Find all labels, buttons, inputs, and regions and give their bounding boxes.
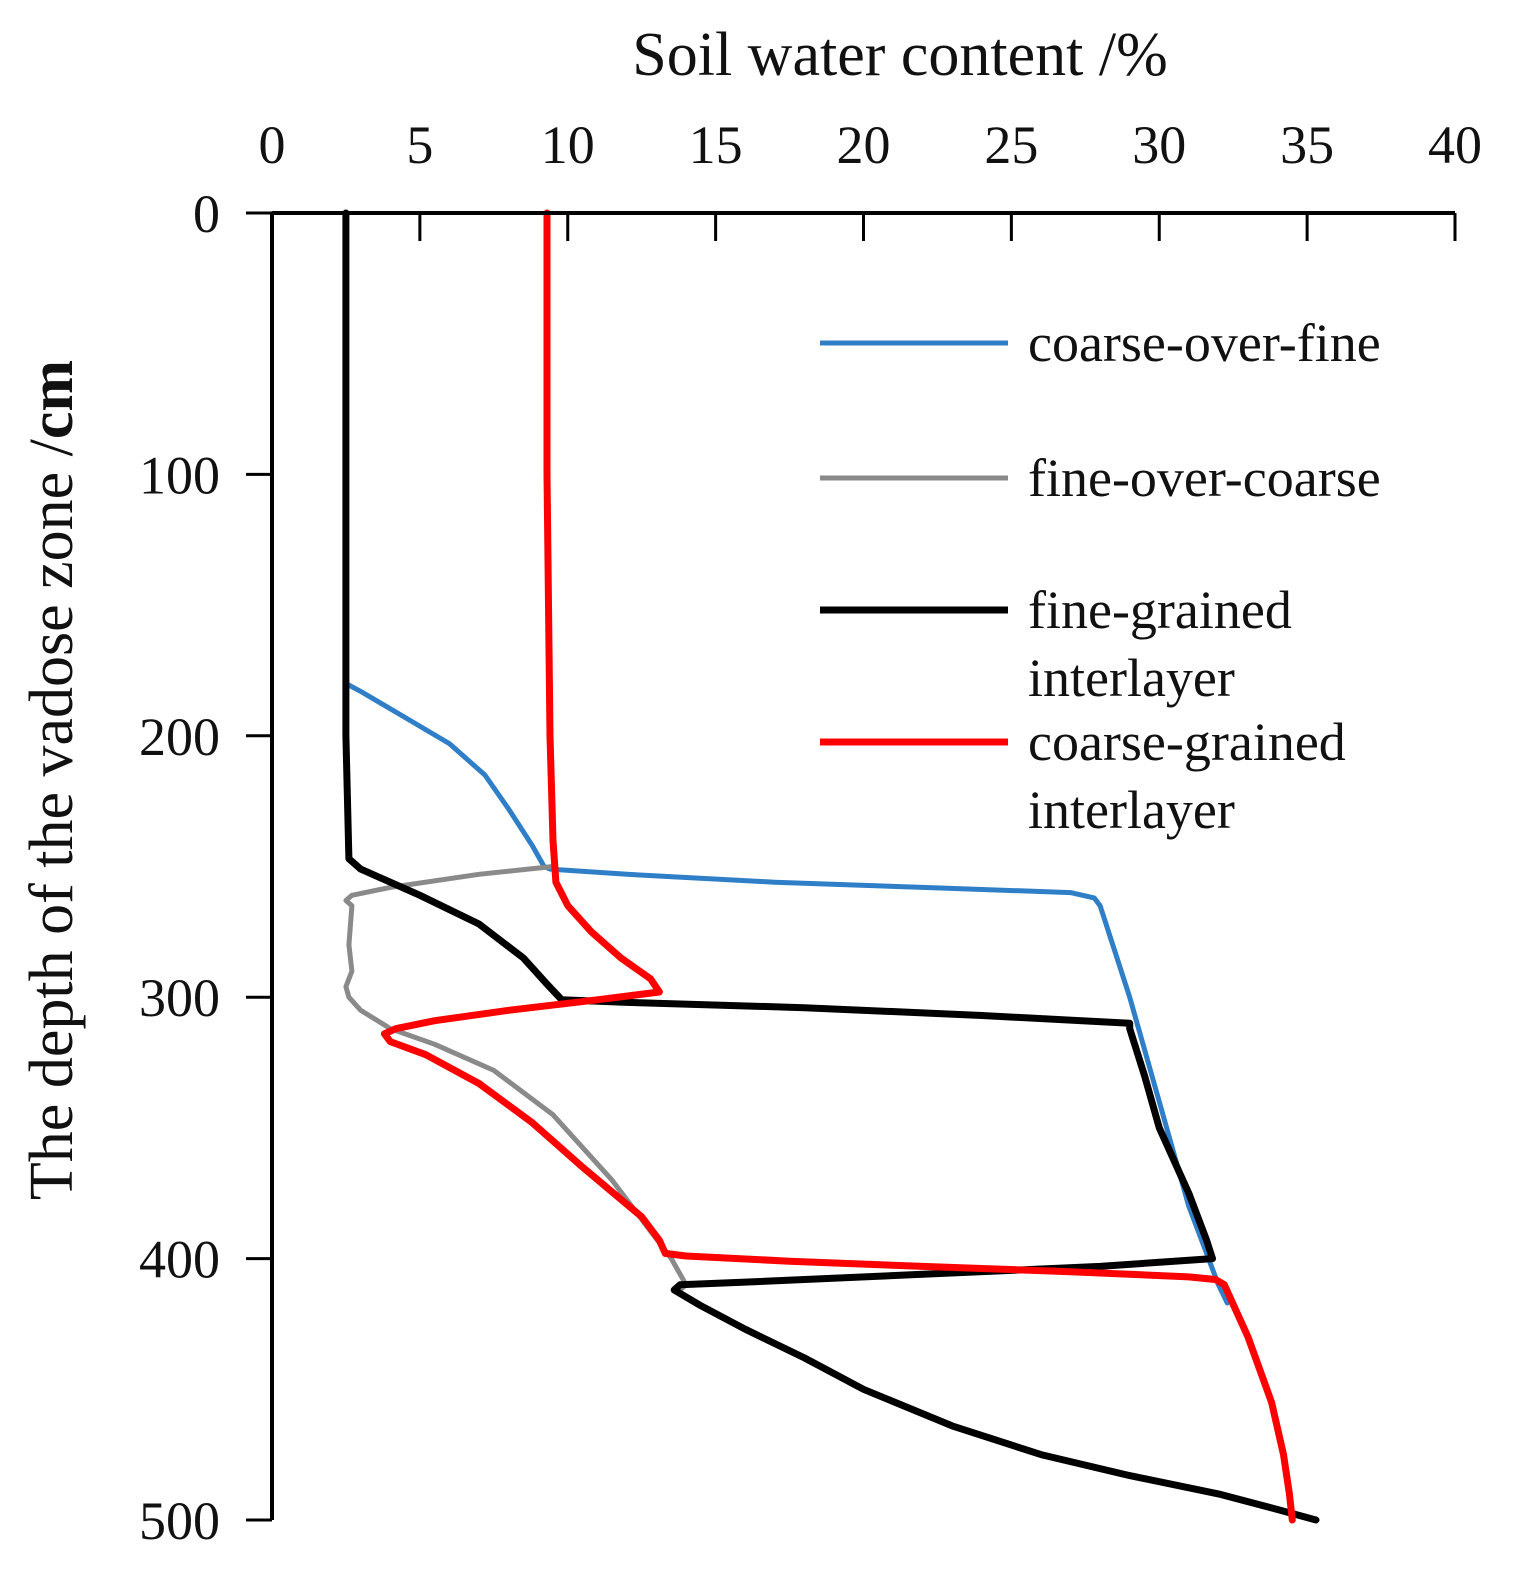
x-tick-label: 30 [1132,115,1186,175]
series-line-fine-grained-interlayer [342,209,1320,1524]
x-tick-label: 35 [1280,115,1334,175]
y-tick-label: 0 [193,184,220,244]
legend: coarse-over-fine fine-over-coarse fine-gra… [820,313,1381,840]
y-tick-label: 300 [139,968,220,1028]
x-axis-title: Soil water content /% [632,21,1167,89]
legend-label-fine-grained-interlayer: fine-grained interlayer [1028,580,1292,708]
y-axis-title-unit: cm [18,360,86,439]
x-tick-label: 10 [541,115,595,175]
legend-label-fine-over-coarse: fine-over-coarse [1028,448,1381,508]
x-tick-label: 15 [689,115,743,175]
y-tick-label: 500 [139,1491,220,1551]
y-tick-label: 200 [139,707,220,767]
y-axis-title-text: The depth of the vadose zone / [18,438,86,1200]
x-tick-label: 0 [259,115,286,175]
y-tick-label: 400 [139,1230,220,1290]
x-tick-label: 5 [406,115,433,175]
x-tick-label: 25 [984,115,1038,175]
series-line-coarse-grained-interlayer [380,209,1296,1524]
series-line-fine-over-coarse [343,864,689,1293]
y-axis-title: The depth of the vadose zone /cm [18,360,86,1200]
x-tick-label: 20 [837,115,891,175]
series-layer [342,209,1320,1524]
legend-label-coarse-grained-interlayer: coarse-grained interlayer [1028,712,1346,840]
y-tick-label: 100 [139,445,220,505]
x-tick-label: 40 [1428,115,1482,175]
series-line-coarse-over-fine [343,210,1230,1306]
legend-label-coarse-over-fine: coarse-over-fine [1028,313,1381,373]
